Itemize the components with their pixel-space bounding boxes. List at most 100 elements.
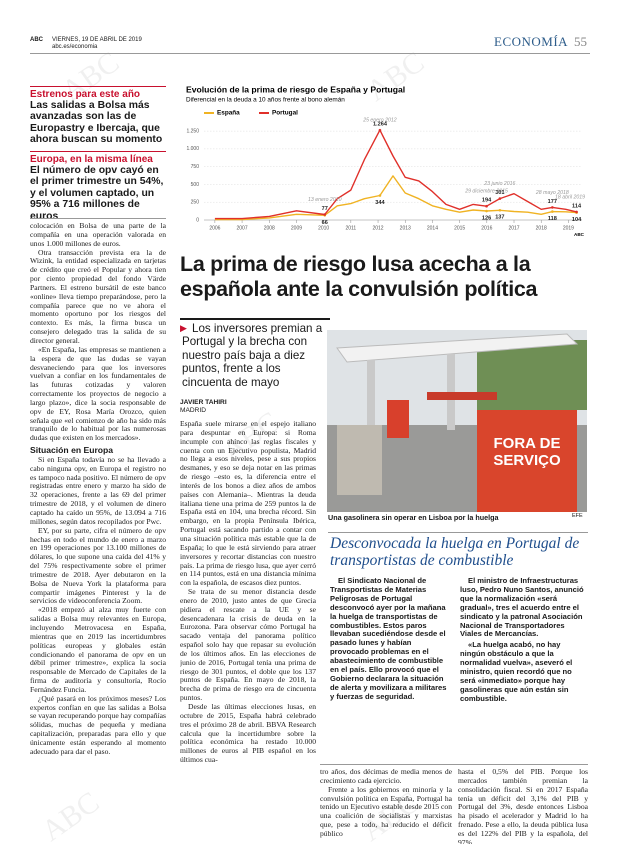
value-label: 177: [548, 199, 557, 205]
point: [498, 208, 502, 212]
point: [378, 128, 382, 132]
paragraph: El ministro de Infraestructuras luso, Pe…: [460, 577, 584, 639]
x-tick-label: 2014: [427, 225, 438, 231]
point: [485, 204, 488, 208]
x-tick-label: 2017: [508, 225, 519, 231]
left-column: colocación en Bolsa de una parte de la c…: [30, 222, 166, 844]
point: [498, 197, 502, 200]
paragraph: colocación en Bolsa de una parte de la c…: [30, 222, 166, 248]
paragraph: Otra transacción prevista era la de Wizi…: [30, 247, 166, 345]
photo-panel: [337, 425, 382, 495]
chart: Evolución de la prima de riesgo de Españ…: [186, 84, 585, 237]
x-tick-label: 2011: [345, 225, 356, 231]
annotation: 25 enero 2012: [362, 117, 397, 123]
x-tick-label: 2010: [318, 225, 329, 231]
paragraph: Desde las últimas elecciones lusas, en o…: [180, 702, 316, 765]
x-tick-label: 2015: [454, 225, 465, 231]
chart-subtitle: Diferencial en la deuda a 10 años frente…: [186, 97, 345, 104]
section: ECONOMÍA: [494, 34, 569, 49]
point: [378, 194, 382, 197]
value-label: 137: [495, 215, 504, 221]
sidebar-box: Estrenos para este año Las salidas a Bol…: [30, 86, 166, 146]
point: [323, 213, 327, 216]
chart-source: ABC: [574, 232, 585, 237]
date: VIERNES, 19 DE ABRIL DE 2019: [52, 37, 142, 43]
sidebar-text: Las salidas a Bolsa más avanzadas son la…: [30, 100, 163, 146]
y-tick-label: 750: [191, 164, 200, 170]
photo-caption: Una gasolinera sin operar en Lisboa por …: [328, 513, 499, 522]
x-tick-label: 2007: [237, 225, 248, 231]
paragraph: El Sindicato Nacional de Transportistas …: [330, 577, 447, 701]
paragraph: ¿Qué pasará en los próximos meses? Los e…: [30, 693, 166, 756]
paragraph: Si en España todavía no se ha llevado a …: [30, 454, 166, 526]
paragraph: Frente a los gobiernos en minoría y la c…: [320, 784, 452, 838]
annotation: 23 junio 2016: [483, 181, 515, 187]
paragraph: «2018 empezó al alza muy fuerte con sali…: [30, 605, 166, 694]
paragraph: «En España, las empresas se mantienen a …: [30, 344, 166, 443]
y-tick-label: 500: [191, 182, 200, 188]
headline: La prima de riesgo lusa acecha a la espa…: [180, 252, 538, 301]
y-tick-label: 250: [191, 200, 200, 206]
value-label: 114: [572, 203, 582, 209]
series-line: [214, 175, 577, 221]
value-label: 1.264: [373, 122, 388, 128]
point: [575, 210, 578, 214]
box-rule: [320, 764, 588, 765]
sign-line: SERVIÇO: [493, 452, 561, 469]
point: [551, 210, 554, 213]
page-number: 55: [574, 34, 587, 49]
sidebar-box: Europa, en la misma línea El número de o…: [30, 151, 166, 222]
y-tick-label: 1.000: [186, 146, 199, 152]
paragraph: hasta el 0,5% del PIB. Porque los mercad…: [458, 768, 588, 844]
paragraph: tro años, dos décimas de media menos de …: [320, 768, 452, 785]
photo-sign-board: [477, 410, 577, 512]
value-label: 104: [572, 217, 582, 223]
photo-sign: FORA DE SERVIÇO: [493, 435, 561, 469]
paragraph: «La huelga acabó, no hay ningún obstácul…: [460, 640, 573, 703]
x-tick-label: 2006: [209, 225, 220, 231]
series-line: [214, 129, 577, 220]
value-label: 77: [322, 206, 328, 212]
photo-shop: [427, 392, 497, 400]
paragraph: Se trata de su menor distancia desde ene…: [180, 587, 316, 703]
photo-pump: [387, 400, 409, 438]
photo-credit: EFE: [572, 513, 583, 519]
x-tick-label: 2013: [400, 225, 411, 231]
y-tick-label: 1.250: [186, 128, 199, 134]
place: MADRID: [180, 407, 207, 414]
x-tick-label: 2012: [372, 225, 383, 231]
chart-title: Evolución de la prima de riesgo de Españ…: [186, 84, 405, 94]
point: [551, 206, 554, 209]
paragraph: España suele mirarse en el espejo italia…: [180, 420, 316, 588]
kicker: Estrenos para este año: [30, 89, 141, 100]
paragraph: EY, por su parte, cifra el número de opv…: [30, 525, 166, 606]
sidebar-text: El número de opv cayó en el primer trime…: [30, 165, 164, 222]
box-rule: [328, 532, 588, 533]
x-tick-label: 2009: [291, 225, 302, 231]
y-tick-label: 0: [196, 217, 199, 223]
box-column: El Sindicato Nacional de Transportistas …: [330, 577, 452, 762]
value-label: 126: [482, 216, 491, 222]
annotation: 29 diciembre 2015: [464, 189, 508, 195]
annotation: 18 abril 2019: [555, 194, 585, 200]
value-label: 118: [548, 216, 557, 222]
annotation: 28 mayo 2018: [535, 190, 569, 196]
standfirst-rule: [180, 318, 330, 320]
subheading: Situación en Europa: [30, 445, 114, 456]
x-tick-label: 2019: [563, 225, 574, 231]
standfirst: ▶ Los inversores premian a Portugal y la …: [180, 322, 323, 389]
x-tick-label: 2018: [536, 225, 547, 231]
legend-label: Portugal: [272, 110, 298, 117]
box-column: El ministro de Infraestructuras luso, Pe…: [460, 577, 586, 762]
value-label: 301: [495, 190, 504, 196]
author: JAVIER TAHIRI: [180, 399, 227, 406]
header-rule: [30, 53, 590, 54]
photo: FORA DE SERVIÇO: [327, 330, 587, 512]
article-column: España suele mirarse en el espejo italia…: [180, 420, 316, 844]
box-title: Desconvocada la huelga en Portugal de tr…: [330, 535, 580, 569]
legend-label: España: [217, 110, 240, 117]
x-tick-label: 2016: [481, 225, 492, 231]
value-label: 344: [375, 200, 385, 206]
standfirst-text: Los inversores premian a Portugal y la b…: [182, 322, 323, 389]
